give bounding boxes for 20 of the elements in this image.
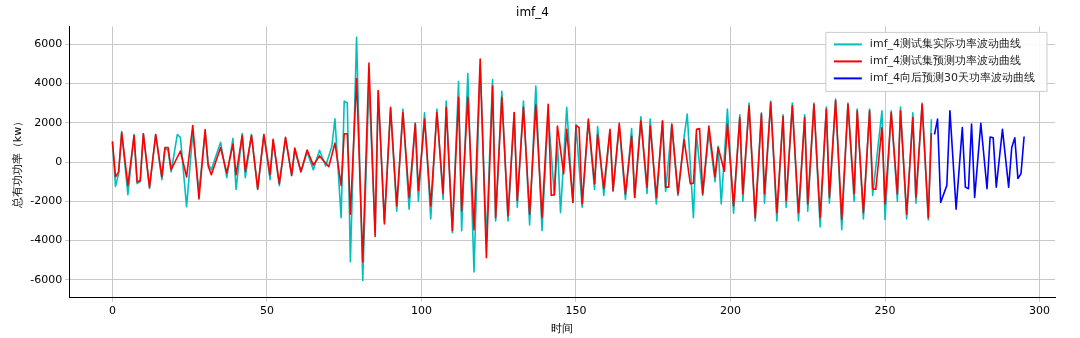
x-tick-label: 0 bbox=[108, 304, 116, 318]
y-axis-title: 总有功功率（kw） bbox=[11, 115, 25, 210]
x-tick-label: 300 bbox=[1029, 304, 1051, 318]
legend-label: imf_4测试集实际功率波动曲线 bbox=[869, 37, 1022, 51]
y-tick-label: -2000 bbox=[30, 194, 63, 208]
x-tick-label: 200 bbox=[720, 304, 742, 318]
x-axis-title: 时间 bbox=[551, 322, 574, 336]
x-tick-label: 250 bbox=[874, 304, 896, 318]
chart-title: imf_4 bbox=[516, 5, 549, 20]
legend-label: imf_4测试集预测功率波动曲线 bbox=[869, 54, 1022, 68]
y-tick-label: 0 bbox=[55, 154, 63, 168]
y-tick-label: -6000 bbox=[30, 272, 63, 286]
y-tick-label: 6000 bbox=[34, 36, 63, 50]
y-tick-label: -4000 bbox=[30, 233, 63, 247]
y-tick-label: 2000 bbox=[34, 115, 63, 129]
x-tick-label: 100 bbox=[410, 304, 432, 318]
x-tick-label: 150 bbox=[565, 304, 587, 318]
y-tick-label: 4000 bbox=[34, 76, 63, 90]
legend-label: imf_4向后预测30天功率波动曲线 bbox=[869, 71, 1035, 85]
x-tick-label: 50 bbox=[259, 304, 274, 318]
